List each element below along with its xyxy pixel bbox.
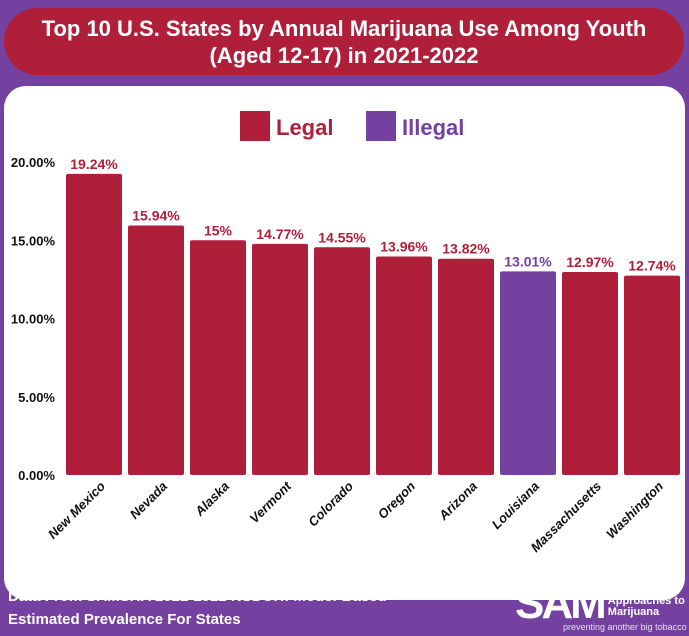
data-label: 14.55% <box>318 229 366 245</box>
data-label: 15% <box>204 222 233 238</box>
y-tick-label: 0.00% <box>18 468 55 483</box>
sam-logo: SAM Smart Approaches to Marijuana <box>515 582 685 626</box>
data-label: 12.97% <box>566 254 614 270</box>
bar-louisiana <box>500 271 556 475</box>
title-line-2: (Aged 12-17) in 2021-2022 <box>209 43 479 68</box>
x-tick-label: Washington <box>603 478 666 541</box>
title-line-1: Top 10 U.S. States by Annual Marijuana U… <box>41 16 647 41</box>
data-label: 13.96% <box>380 239 428 255</box>
bar-colorado <box>314 247 370 475</box>
bar-massachusetts <box>562 272 618 475</box>
bar-arizona <box>438 258 494 475</box>
y-tick-label: 15.00% <box>11 233 56 248</box>
data-label: 13.01% <box>504 253 552 269</box>
data-label: 12.74% <box>628 258 676 274</box>
data-label: 13.82% <box>442 241 490 257</box>
legend-swatch-legal <box>240 111 270 141</box>
logo-sub-3: Marijuana <box>607 606 660 618</box>
footer-source-line-2: Estimated Prevalence For States <box>8 611 241 628</box>
data-label: 19.24% <box>70 156 118 172</box>
data-label: 14.77% <box>256 226 304 242</box>
bar-washington <box>624 275 680 475</box>
y-tick-label: 5.00% <box>18 390 55 405</box>
logo-text: SAM <box>515 579 607 628</box>
x-tick-label: Vermont <box>247 478 295 526</box>
bar-alaska <box>190 240 246 475</box>
y-tick-label: 20.00% <box>11 155 56 170</box>
logo-tagline: preventing another big tobacco <box>563 622 687 632</box>
logo-sub-2: Approaches to <box>607 595 685 607</box>
x-tick-label: Nevada <box>127 479 170 522</box>
bar-vermont <box>252 243 308 475</box>
x-tick-label: Oregon <box>375 478 418 521</box>
x-tick-label: Louisiana <box>489 479 543 533</box>
legend-label-legal: Legal <box>276 115 333 140</box>
title-banner: Top 10 U.S. States by Annual Marijuana U… <box>4 8 684 75</box>
bar-chart: Legal Illegal 0.00% 5.00% 10.00% 15.00% 20.00%… <box>11 111 680 555</box>
logo-sub-1: Smart <box>607 584 639 596</box>
legend-label-illegal: Illegal <box>402 115 464 140</box>
bar-new-mexico <box>66 173 122 476</box>
x-tick-label: Arizona <box>435 479 480 524</box>
x-tick-label: New Mexico <box>45 478 108 541</box>
x-tick-label: Alaska <box>191 479 232 520</box>
y-tick-label: 10.00% <box>11 312 56 327</box>
legend-swatch-illegal <box>366 111 396 141</box>
footer-source-line-1: Data From SAMSHA 2021-2022 NSDUH: Model-… <box>8 588 387 605</box>
bar-nevada <box>128 225 184 475</box>
bar-oregon <box>376 256 432 475</box>
data-label: 15.94% <box>132 208 180 224</box>
x-tick-label: Colorado <box>305 478 356 529</box>
